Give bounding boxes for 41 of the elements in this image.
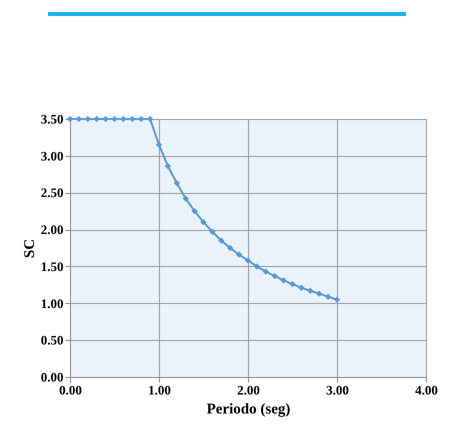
point [316, 290, 322, 297]
y-tick-label: 1.00 [40, 296, 64, 311]
point [334, 296, 340, 303]
x-tick-label: 2.00 [237, 382, 260, 398]
x-axis-title: Periodo (seg) [206, 402, 290, 418]
point [289, 280, 296, 288]
y-tick-label: 2.50 [40, 185, 64, 200]
point [129, 116, 136, 122]
point [138, 116, 144, 122]
point [262, 268, 269, 275]
point [218, 237, 224, 244]
x-tick-label: 3.00 [326, 382, 349, 398]
y-tick-label: 0.00 [40, 370, 64, 384]
point [324, 293, 332, 300]
point [209, 228, 216, 235]
point [84, 116, 91, 122]
y-tick-label: 1.50 [40, 258, 64, 274]
point [182, 195, 189, 202]
point [254, 263, 260, 270]
point [174, 180, 180, 186]
x-tick-label: 4.00 [415, 382, 438, 398]
x-tick-label: 1.00 [148, 382, 171, 398]
point [280, 277, 287, 284]
y-axis-title: SC [22, 238, 38, 258]
point [227, 244, 234, 252]
point [164, 163, 172, 170]
y-tick-label: 3.50 [40, 112, 64, 126]
point [236, 251, 242, 258]
point [244, 257, 252, 264]
x-tick-label: 0.00 [59, 382, 82, 398]
point [307, 288, 314, 294]
point [156, 142, 162, 148]
y-tick-label: 2.00 [40, 222, 64, 238]
y-tick-label: 0.50 [40, 332, 64, 348]
point [272, 272, 278, 280]
point [298, 284, 305, 291]
point [111, 116, 118, 122]
y-tick-label: 3.00 [40, 148, 64, 164]
point [191, 208, 198, 214]
point [200, 219, 207, 226]
point [94, 116, 100, 122]
